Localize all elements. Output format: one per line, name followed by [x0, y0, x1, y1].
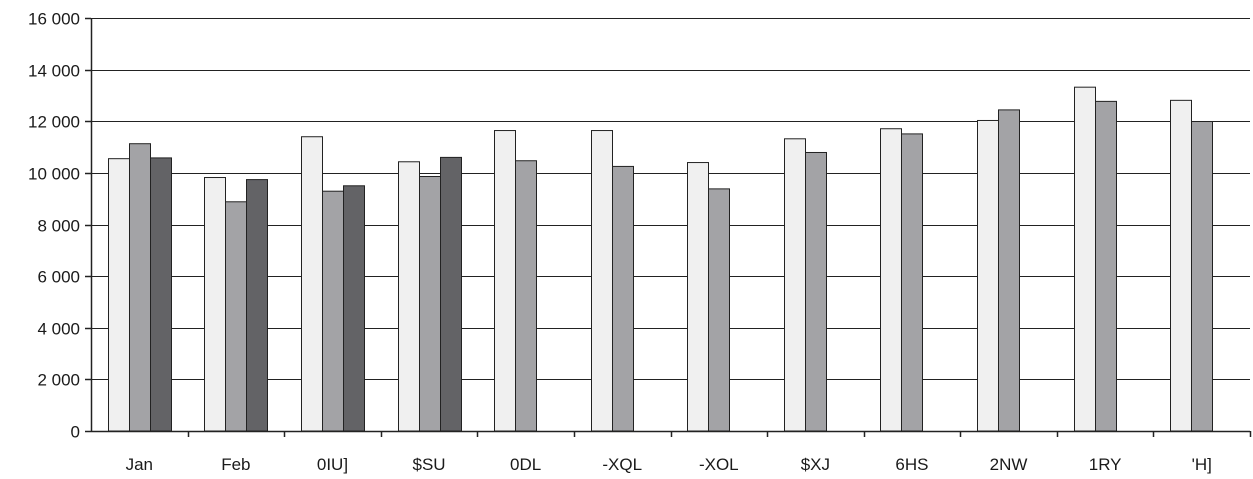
- bar: [977, 119, 999, 432]
- y-tick-label: 6 000: [37, 268, 80, 287]
- y-tick-label: 4 000: [37, 320, 80, 339]
- bar: [398, 161, 420, 432]
- x-tick-label: 6HS: [895, 455, 928, 474]
- bar: [687, 162, 709, 432]
- bar: [108, 158, 130, 432]
- bar: [419, 175, 441, 432]
- bar: [246, 179, 268, 432]
- x-tick-label: -XOL: [699, 455, 739, 474]
- x-tick-labels: Jan Feb 0IU] $SU 0DL -XQL -XOL $XJ 6HS 2NW 1RY 'H]: [126, 455, 1212, 474]
- bar: [591, 130, 613, 432]
- bar: [1170, 99, 1192, 432]
- x-tick-label: -XQL: [602, 455, 642, 474]
- bar: [784, 138, 806, 432]
- bar: [1191, 121, 1213, 432]
- bar: [129, 143, 151, 432]
- y-tick-label: 10 000: [28, 165, 80, 184]
- y-tick-label: 2 000: [37, 371, 80, 390]
- bar: [1095, 100, 1117, 432]
- bar: [204, 177, 226, 432]
- bar: [150, 157, 172, 432]
- bar: [225, 201, 247, 432]
- y-tick-labels: 0 2 000 4 000 6 000 8 000 10 000 12 000 14 000 1…: [28, 10, 80, 442]
- x-tick-label: 'H]: [1192, 455, 1212, 474]
- x-tick-label: 1RY: [1089, 455, 1122, 474]
- x-tick-label: Jan: [126, 455, 153, 474]
- y-tick-label: 16 000: [28, 10, 80, 29]
- y-tick-label: 12 000: [28, 113, 80, 132]
- gridlines: [91, 18, 1250, 380]
- y-tick-label: 8 000: [37, 217, 80, 236]
- x-tick-label: Feb: [221, 455, 250, 474]
- bar: [322, 190, 344, 432]
- y-tick-label: 14 000: [28, 62, 80, 81]
- bar: [805, 151, 827, 432]
- bars: [108, 86, 1213, 432]
- x-tick-label: 0IU]: [317, 455, 348, 474]
- y-tick-label: 0: [71, 423, 80, 442]
- axes: [85, 17, 1252, 437]
- x-tick-label: 2NW: [990, 455, 1028, 474]
- x-tick-label: 0DL: [510, 455, 541, 474]
- bar: [343, 185, 365, 432]
- bar: [440, 156, 462, 432]
- bar: [515, 160, 537, 432]
- bar: [1074, 86, 1096, 432]
- bar: [901, 133, 923, 432]
- x-tick-label: $XJ: [801, 455, 830, 474]
- x-tick-label: $SU: [413, 455, 446, 474]
- bar: [880, 128, 902, 432]
- bar: [494, 130, 516, 432]
- bar: [301, 136, 323, 432]
- bar: [998, 109, 1020, 432]
- bar: [708, 188, 730, 432]
- bar: [612, 165, 634, 432]
